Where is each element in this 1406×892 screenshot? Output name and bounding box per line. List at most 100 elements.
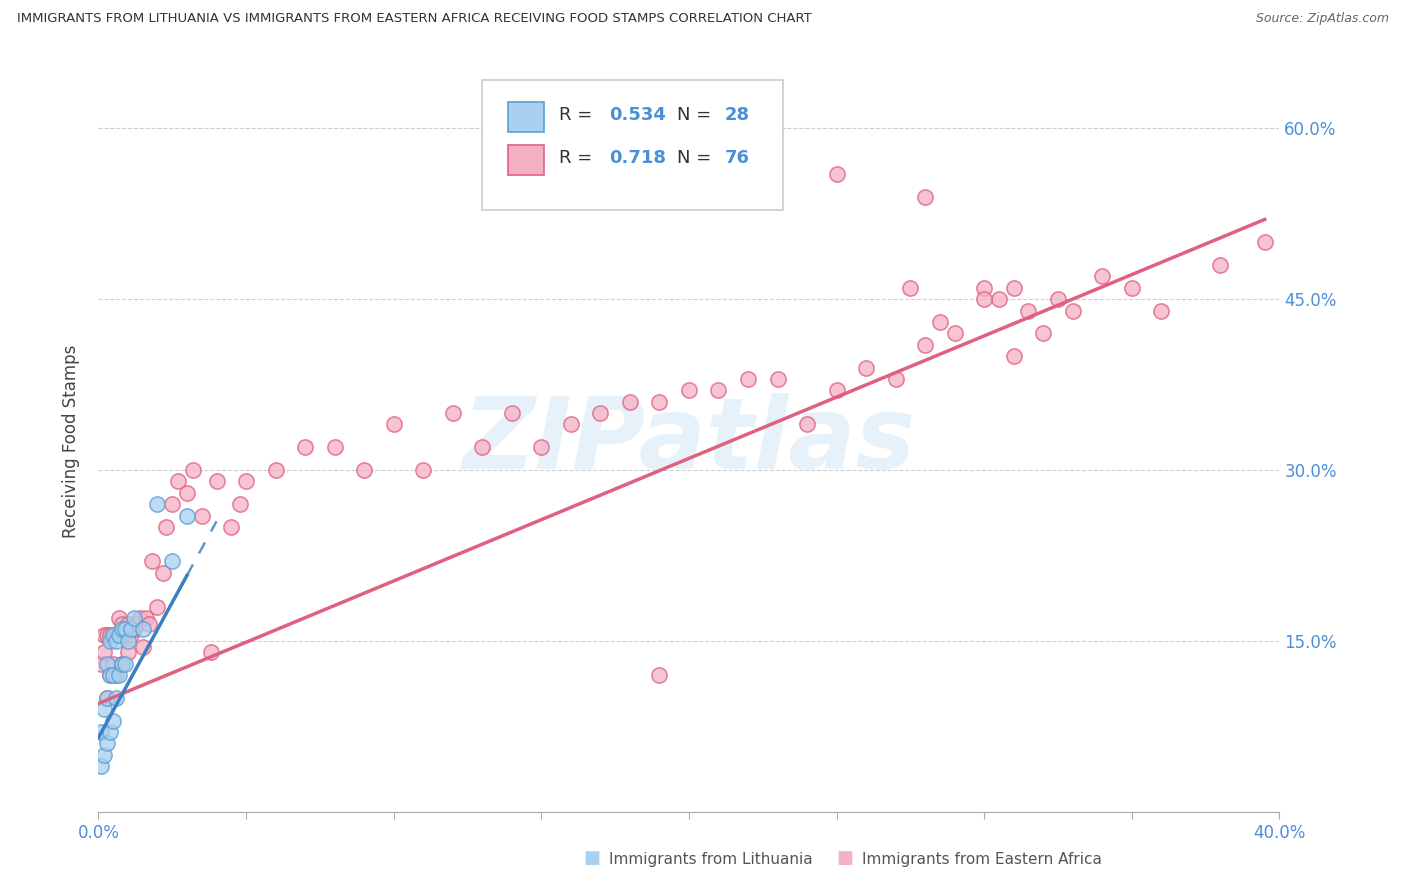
Point (108, 611, 131, 625)
Text: IMMIGRANTS FROM LITHUANIA VS IMMIGRANTS FROM EASTERN AFRICA RECEIVING FOOD STAMP: IMMIGRANTS FROM LITHUANIA VS IMMIGRANTS … (17, 12, 811, 25)
Point (1091, 269, 1114, 284)
Point (103, 628, 125, 642)
Point (120, 623, 142, 637)
Text: 28: 28 (724, 106, 749, 124)
Point (132, 640, 155, 654)
Point (1150, 303, 1173, 318)
Text: ■: ■ (583, 849, 600, 867)
Point (146, 599, 169, 614)
Text: 76: 76 (724, 149, 749, 167)
Text: Immigrants from Eastern Africa: Immigrants from Eastern Africa (862, 852, 1102, 867)
Point (737, 372, 759, 386)
Point (152, 566, 174, 580)
Point (155, 520, 177, 534)
Text: Immigrants from Lithuania: Immigrants from Lithuania (609, 852, 813, 867)
Point (90, 725, 112, 739)
Point (181, 463, 204, 477)
Point (973, 281, 995, 295)
Point (560, 417, 582, 432)
Text: R =: R = (560, 106, 598, 124)
Point (205, 475, 228, 489)
Point (98, 668, 121, 682)
Bar (508, 103, 544, 132)
Point (589, 406, 612, 420)
Point (796, 417, 818, 432)
Text: R =: R = (560, 149, 598, 167)
Point (1062, 303, 1084, 318)
Point (441, 406, 464, 420)
Point (1046, 292, 1070, 306)
Text: Source: ZipAtlas.com: Source: ZipAtlas.com (1256, 12, 1389, 25)
Point (825, 167, 848, 181)
Point (176, 508, 198, 523)
Point (530, 440, 553, 454)
Point (132, 623, 155, 637)
Point (294, 440, 316, 454)
FancyBboxPatch shape (482, 80, 783, 210)
Text: 0.534: 0.534 (609, 106, 665, 124)
Point (90, 759, 112, 773)
Point (678, 384, 700, 398)
Point (122, 623, 145, 637)
Point (96, 657, 118, 671)
Point (98, 633, 121, 648)
Point (1018, 303, 1040, 318)
Point (1209, 258, 1232, 272)
Point (96, 690, 118, 705)
Point (191, 508, 214, 523)
Text: 0.718: 0.718 (609, 149, 665, 167)
Point (176, 485, 198, 500)
Point (264, 463, 287, 477)
Point (103, 657, 125, 671)
Point (103, 714, 125, 728)
Point (90, 657, 112, 671)
Point (93, 747, 115, 762)
Point (619, 394, 641, 409)
Point (471, 440, 494, 454)
Point (105, 628, 128, 642)
Point (973, 292, 995, 306)
Point (1121, 281, 1143, 295)
Point (855, 360, 877, 375)
Text: ZIPatlas: ZIPatlas (463, 393, 915, 490)
Point (93, 702, 115, 716)
Point (1032, 326, 1054, 341)
Point (353, 463, 375, 477)
Point (221, 520, 243, 534)
Point (648, 668, 671, 682)
Point (825, 384, 848, 398)
Point (929, 315, 952, 329)
Point (501, 406, 523, 420)
Point (120, 628, 142, 642)
Point (96, 628, 118, 642)
Point (111, 657, 134, 671)
Point (114, 657, 136, 671)
Y-axis label: Receiving Food Stamps: Receiving Food Stamps (62, 345, 80, 538)
Point (111, 616, 134, 631)
Bar (508, 145, 544, 175)
Point (96, 736, 118, 750)
Point (117, 645, 139, 659)
Point (146, 497, 169, 511)
Point (943, 326, 966, 341)
Point (117, 633, 139, 648)
Point (914, 189, 936, 203)
Point (93, 645, 115, 659)
Point (98, 628, 121, 642)
Point (412, 463, 434, 477)
Point (128, 611, 150, 625)
Point (138, 616, 160, 631)
Point (114, 628, 136, 642)
Point (914, 337, 936, 351)
Point (96, 690, 118, 705)
Point (122, 611, 145, 625)
Point (162, 497, 183, 511)
Point (135, 611, 157, 625)
Point (93, 628, 115, 642)
Point (105, 668, 128, 682)
Point (167, 475, 190, 489)
Text: N =: N = (678, 149, 717, 167)
Point (103, 628, 125, 642)
Point (111, 623, 134, 637)
Point (1002, 281, 1025, 295)
